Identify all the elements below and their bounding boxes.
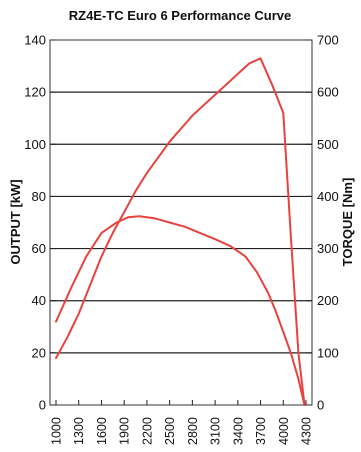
right-tick-label: 400	[317, 189, 339, 204]
x-tick-label: 3400	[231, 417, 245, 445]
left-tick-label: 140	[24, 33, 46, 48]
chart-title: RZ4E-TC Euro 6 Performance Curve	[69, 8, 292, 23]
left-tick-label: 0	[39, 398, 46, 413]
right-tick-label: 100	[317, 345, 339, 360]
right-tick-label: 600	[317, 85, 339, 100]
right-axis-ticks: 0 100 200 300 400 500 600 700	[306, 33, 339, 413]
right-tick-label: 200	[317, 293, 339, 308]
right-tick-label: 700	[317, 33, 339, 48]
x-tick-label: 4300	[300, 417, 314, 445]
x-tick-label: 3100	[209, 417, 223, 445]
x-axis-ticks: 1000 1300 1600 1900 2200 2500 2800 3100 3400 3700…	[50, 400, 314, 445]
series-layer	[55, 57, 306, 406]
output-curve-line	[55, 57, 306, 406]
x-tick-label: 2200	[140, 417, 154, 445]
left-tick-label: 100	[24, 137, 46, 152]
left-axis-ticks: 0 20 40 60 80 100 120 140	[24, 33, 56, 413]
left-tick-label: 60	[32, 241, 46, 256]
right-tick-label: 500	[317, 137, 339, 152]
x-tick-label: 3700	[254, 417, 268, 445]
right-tick-label: 300	[317, 241, 339, 256]
x-tick-label: 1000	[50, 417, 64, 445]
left-tick-label: 80	[32, 189, 46, 204]
x-tick-label: 1300	[72, 417, 86, 445]
x-tick-label: 4000	[277, 417, 291, 445]
gridlines	[50, 91, 312, 354]
left-tick-label: 40	[32, 293, 46, 308]
torque-curve-line	[55, 215, 306, 406]
x-tick-label: 1600	[95, 417, 109, 445]
x-tick-label: 1900	[118, 417, 132, 445]
left-tick-label: 20	[32, 345, 46, 360]
x-tick-label: 2500	[163, 417, 177, 445]
right-tick-label: 0	[317, 398, 324, 413]
right-axis-title: TORQUE [Nm]	[340, 178, 355, 267]
x-tick-label: 2800	[186, 417, 200, 445]
left-axis-title: OUTPUT [kW]	[8, 179, 23, 264]
plot-frame	[49, 39, 313, 406]
left-tick-label: 120	[24, 85, 46, 100]
